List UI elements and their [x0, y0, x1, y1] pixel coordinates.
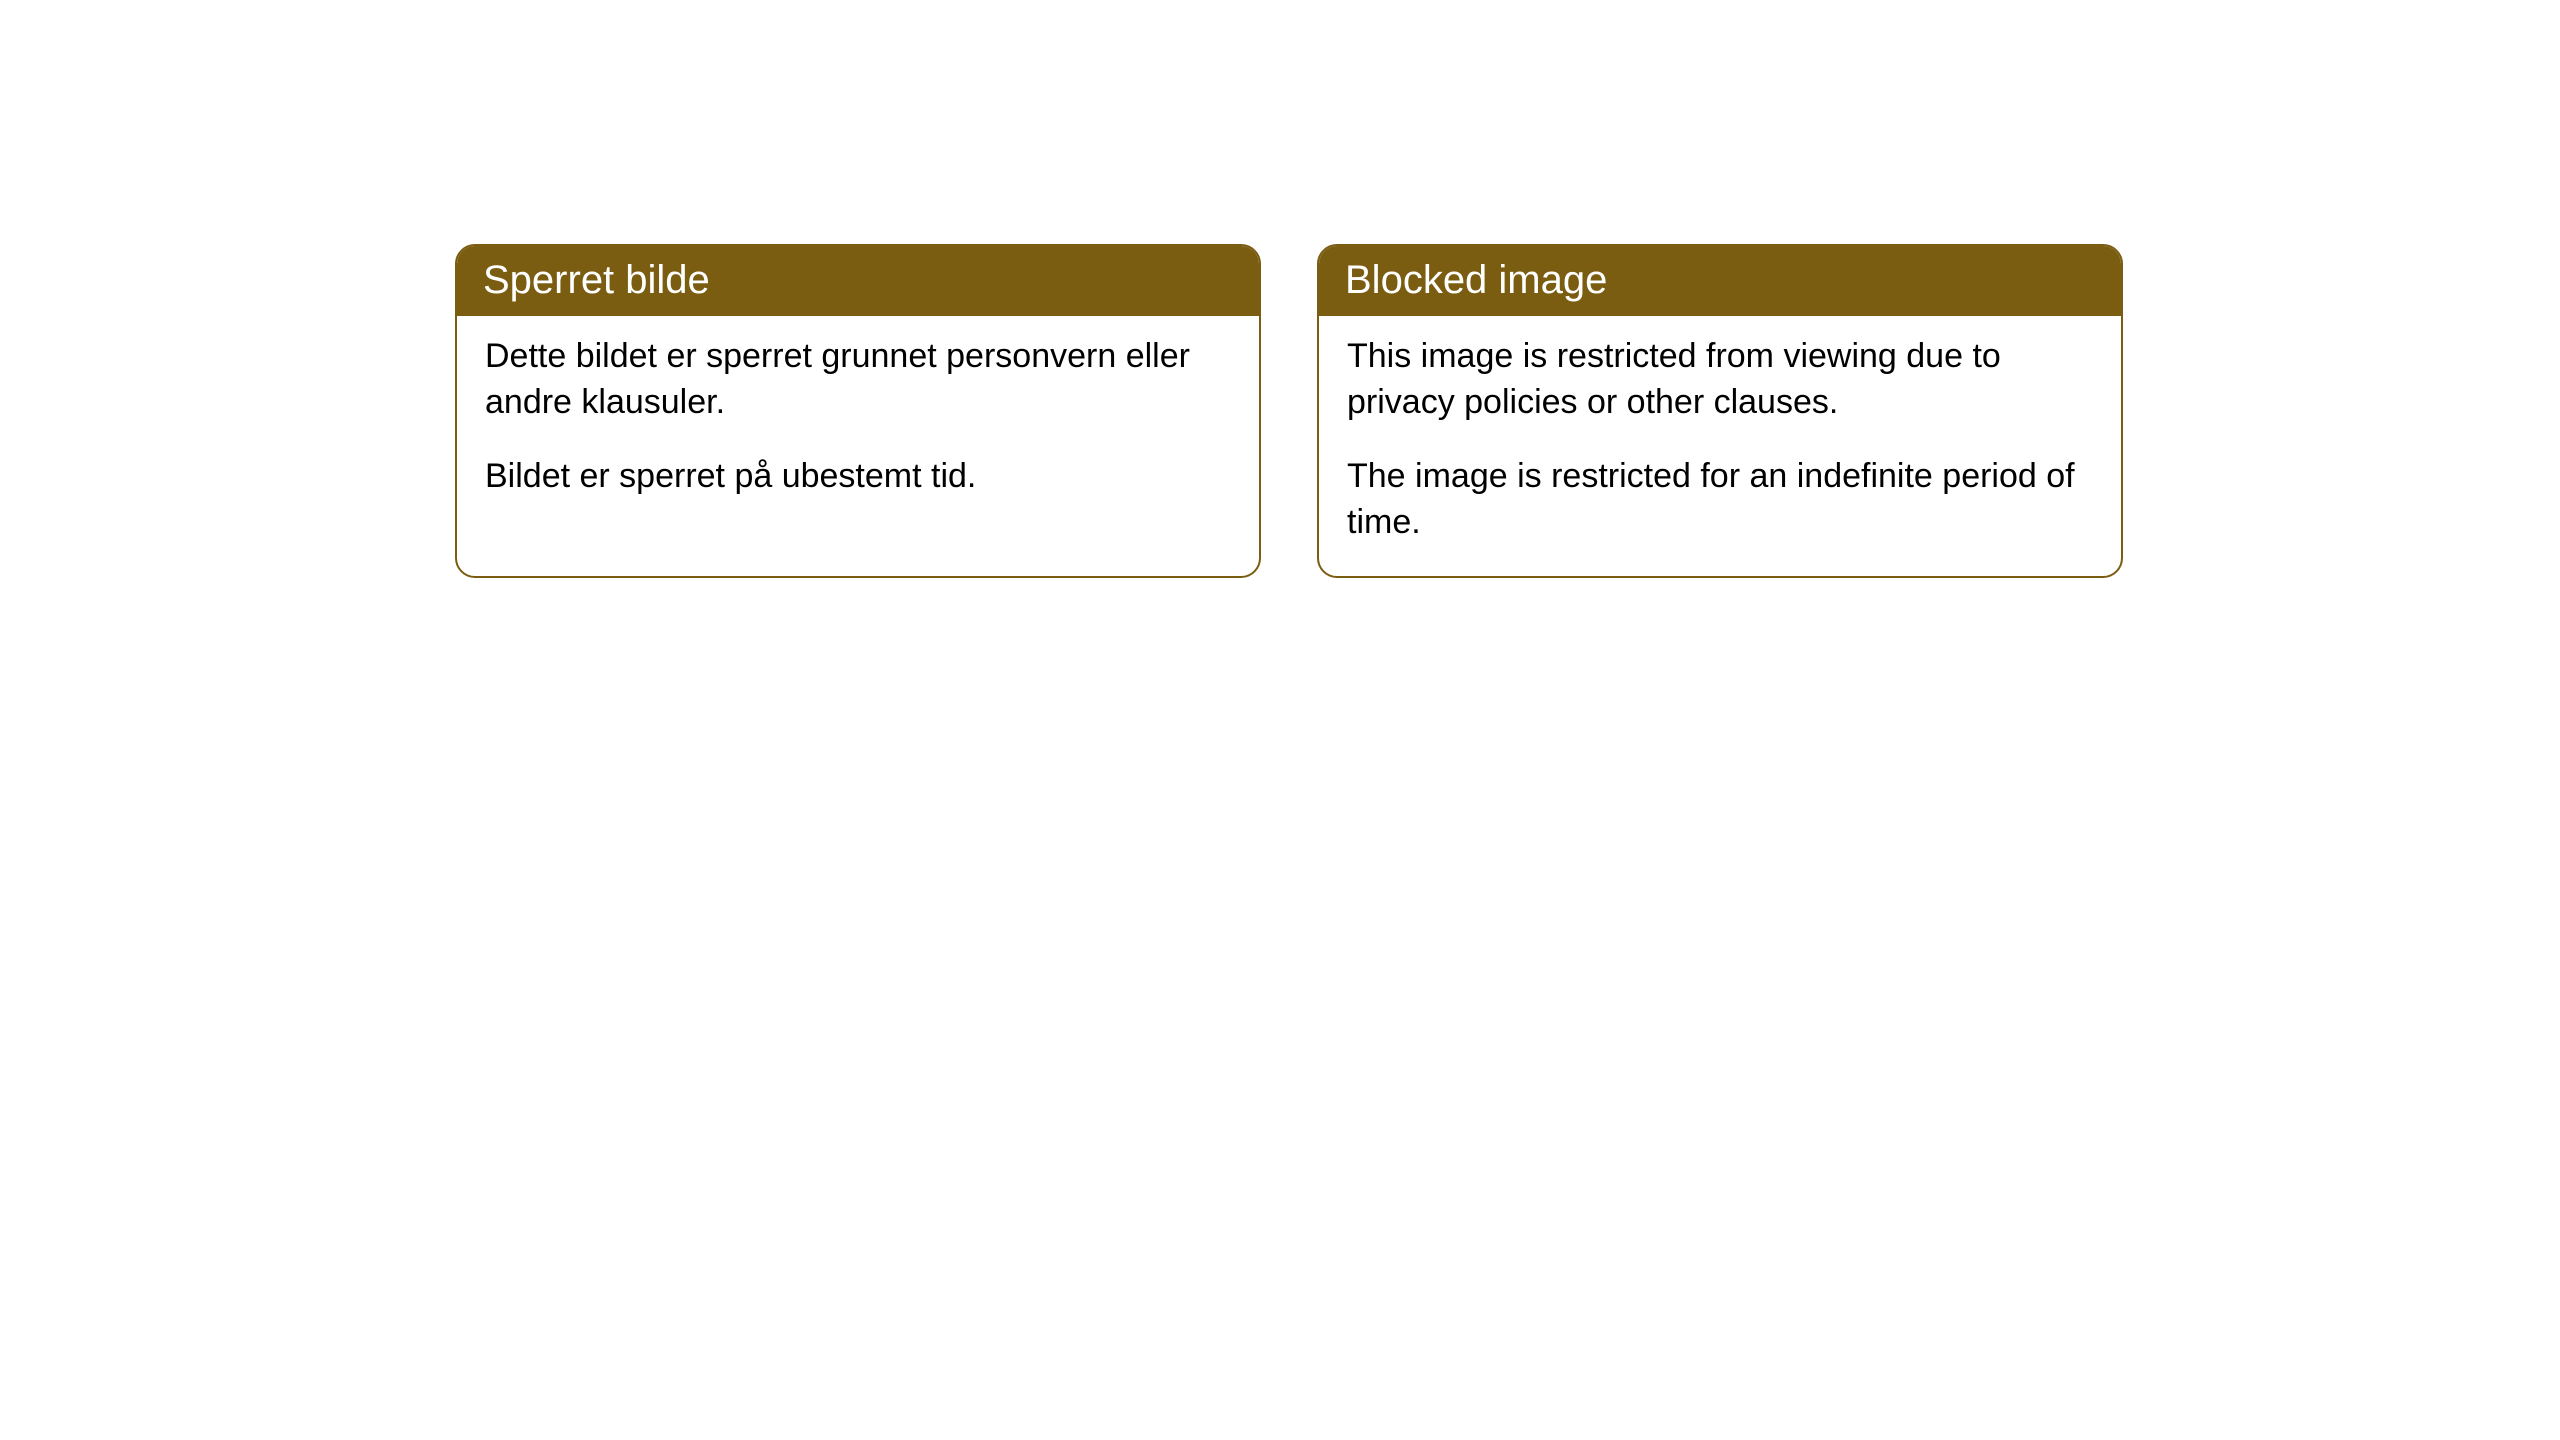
notice-card-norwegian: Sperret bilde Dette bildet er sperret gr…: [455, 244, 1261, 578]
card-text-english-p2: The image is restricted for an indefinit…: [1347, 454, 2093, 546]
card-text-norwegian-p2: Bildet er sperret på ubestemt tid.: [485, 454, 1231, 500]
card-text-english-p1: This image is restricted from viewing du…: [1347, 334, 2093, 426]
notice-card-english: Blocked image This image is restricted f…: [1317, 244, 2123, 578]
notice-cards-container: Sperret bilde Dette bildet er sperret gr…: [455, 244, 2123, 578]
card-header-english: Blocked image: [1319, 246, 2121, 316]
card-header-norwegian: Sperret bilde: [457, 246, 1259, 316]
card-body-norwegian: Dette bildet er sperret grunnet personve…: [457, 316, 1259, 530]
card-body-english: This image is restricted from viewing du…: [1319, 316, 2121, 576]
card-text-norwegian-p1: Dette bildet er sperret grunnet personve…: [485, 334, 1231, 426]
